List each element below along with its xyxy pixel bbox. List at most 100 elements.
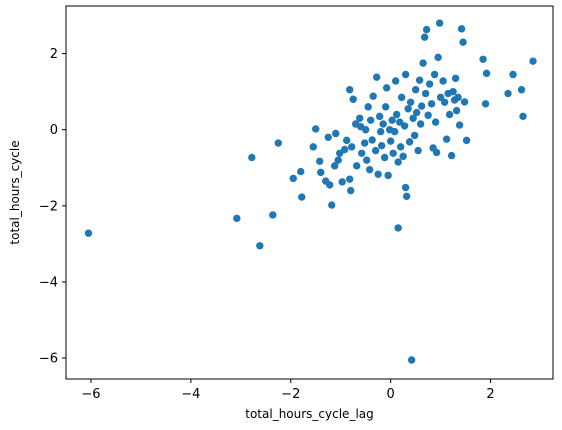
data-point: [298, 193, 306, 201]
data-point: [519, 112, 527, 121]
y-tick-label: −6: [39, 352, 58, 367]
data-point: [436, 93, 445, 102]
data-point: [331, 162, 339, 170]
data-point: [419, 59, 427, 67]
data-point: [392, 110, 401, 119]
data-point: [406, 98, 415, 106]
data-point: [410, 131, 419, 140]
data-point: [369, 92, 377, 100]
data-point: [479, 55, 487, 63]
data-point: [326, 181, 334, 189]
data-point: [341, 145, 349, 154]
data-point: [356, 114, 364, 122]
x-tick-label: −4: [181, 387, 200, 402]
data-point: [84, 229, 93, 237]
data-point: [481, 100, 490, 108]
x-tick-label: 2: [486, 387, 494, 402]
data-point: [411, 86, 420, 94]
data-point: [328, 201, 336, 209]
data-point: [372, 73, 381, 81]
data-point: [420, 33, 429, 41]
data-point: [389, 149, 397, 157]
data-point: [376, 127, 385, 136]
data-point: [459, 38, 467, 46]
data-point: [402, 192, 411, 201]
data-point: [449, 87, 457, 96]
data-point: [401, 70, 410, 79]
data-point: [452, 106, 461, 115]
data-point: [415, 76, 424, 84]
data-point: [382, 84, 391, 92]
data-point: [374, 170, 382, 178]
x-axis-label: total_hours_cycle_lag: [245, 407, 374, 421]
data-point: [394, 224, 402, 232]
data-point: [432, 148, 441, 157]
data-point: [346, 175, 354, 183]
x-axis: −6 −4 −2 0 2: [81, 379, 495, 402]
data-point: [371, 146, 380, 155]
data-point: [421, 89, 430, 98]
data-point: [248, 153, 256, 162]
data-point: [454, 93, 462, 102]
data-point: [504, 89, 512, 98]
data-point: [431, 118, 440, 126]
data-point: [309, 143, 317, 151]
data-point: [364, 103, 372, 111]
data-point: [422, 25, 431, 34]
data-point: [358, 149, 366, 157]
data-point: [386, 137, 395, 145]
data-point: [368, 136, 376, 144]
data-point: [447, 151, 456, 160]
data-point: [430, 70, 439, 79]
data-point: [379, 120, 387, 128]
data-point: [517, 86, 526, 94]
data-point: [455, 121, 464, 129]
data-point: [425, 80, 434, 88]
data-point: [399, 152, 407, 161]
y-tick-label: −2: [39, 199, 58, 214]
data-point: [482, 69, 491, 78]
data-point: [460, 98, 469, 106]
y-tick-label: 2: [50, 47, 58, 62]
data-point: [347, 186, 355, 195]
data-point: [375, 112, 384, 121]
data-point: [407, 356, 416, 364]
data-point: [269, 211, 277, 219]
data-point: [380, 153, 389, 162]
data-point: [334, 156, 342, 164]
data-point: [417, 102, 426, 110]
data-point: [377, 141, 386, 150]
data-point: [360, 139, 369, 147]
points-layer: [84, 19, 537, 364]
x-tick-label: −2: [281, 387, 300, 402]
y-tick-label: 0: [50, 123, 58, 138]
data-point: [365, 165, 374, 174]
data-point: [346, 86, 354, 94]
data-point: [274, 139, 282, 147]
x-tick-label: 0: [387, 387, 395, 402]
data-point: [414, 146, 422, 155]
data-point: [361, 126, 370, 134]
data-point: [388, 116, 396, 124]
data-point: [381, 103, 390, 111]
data-point: [353, 162, 361, 170]
data-point: [396, 143, 405, 151]
plot-frame: [65, 5, 554, 380]
data-point: [348, 143, 356, 151]
data-point: [391, 77, 400, 85]
data-point: [439, 77, 447, 85]
data-point: [397, 93, 406, 102]
data-point: [462, 136, 471, 145]
data-point: [445, 110, 454, 119]
data-point: [384, 171, 392, 180]
data-point: [297, 167, 305, 176]
data-point: [424, 111, 432, 119]
data-point: [233, 214, 241, 223]
data-point: [394, 158, 402, 166]
data-point: [312, 125, 320, 133]
data-point: [401, 183, 410, 192]
data-point: [434, 53, 442, 62]
data-point: [366, 116, 375, 124]
